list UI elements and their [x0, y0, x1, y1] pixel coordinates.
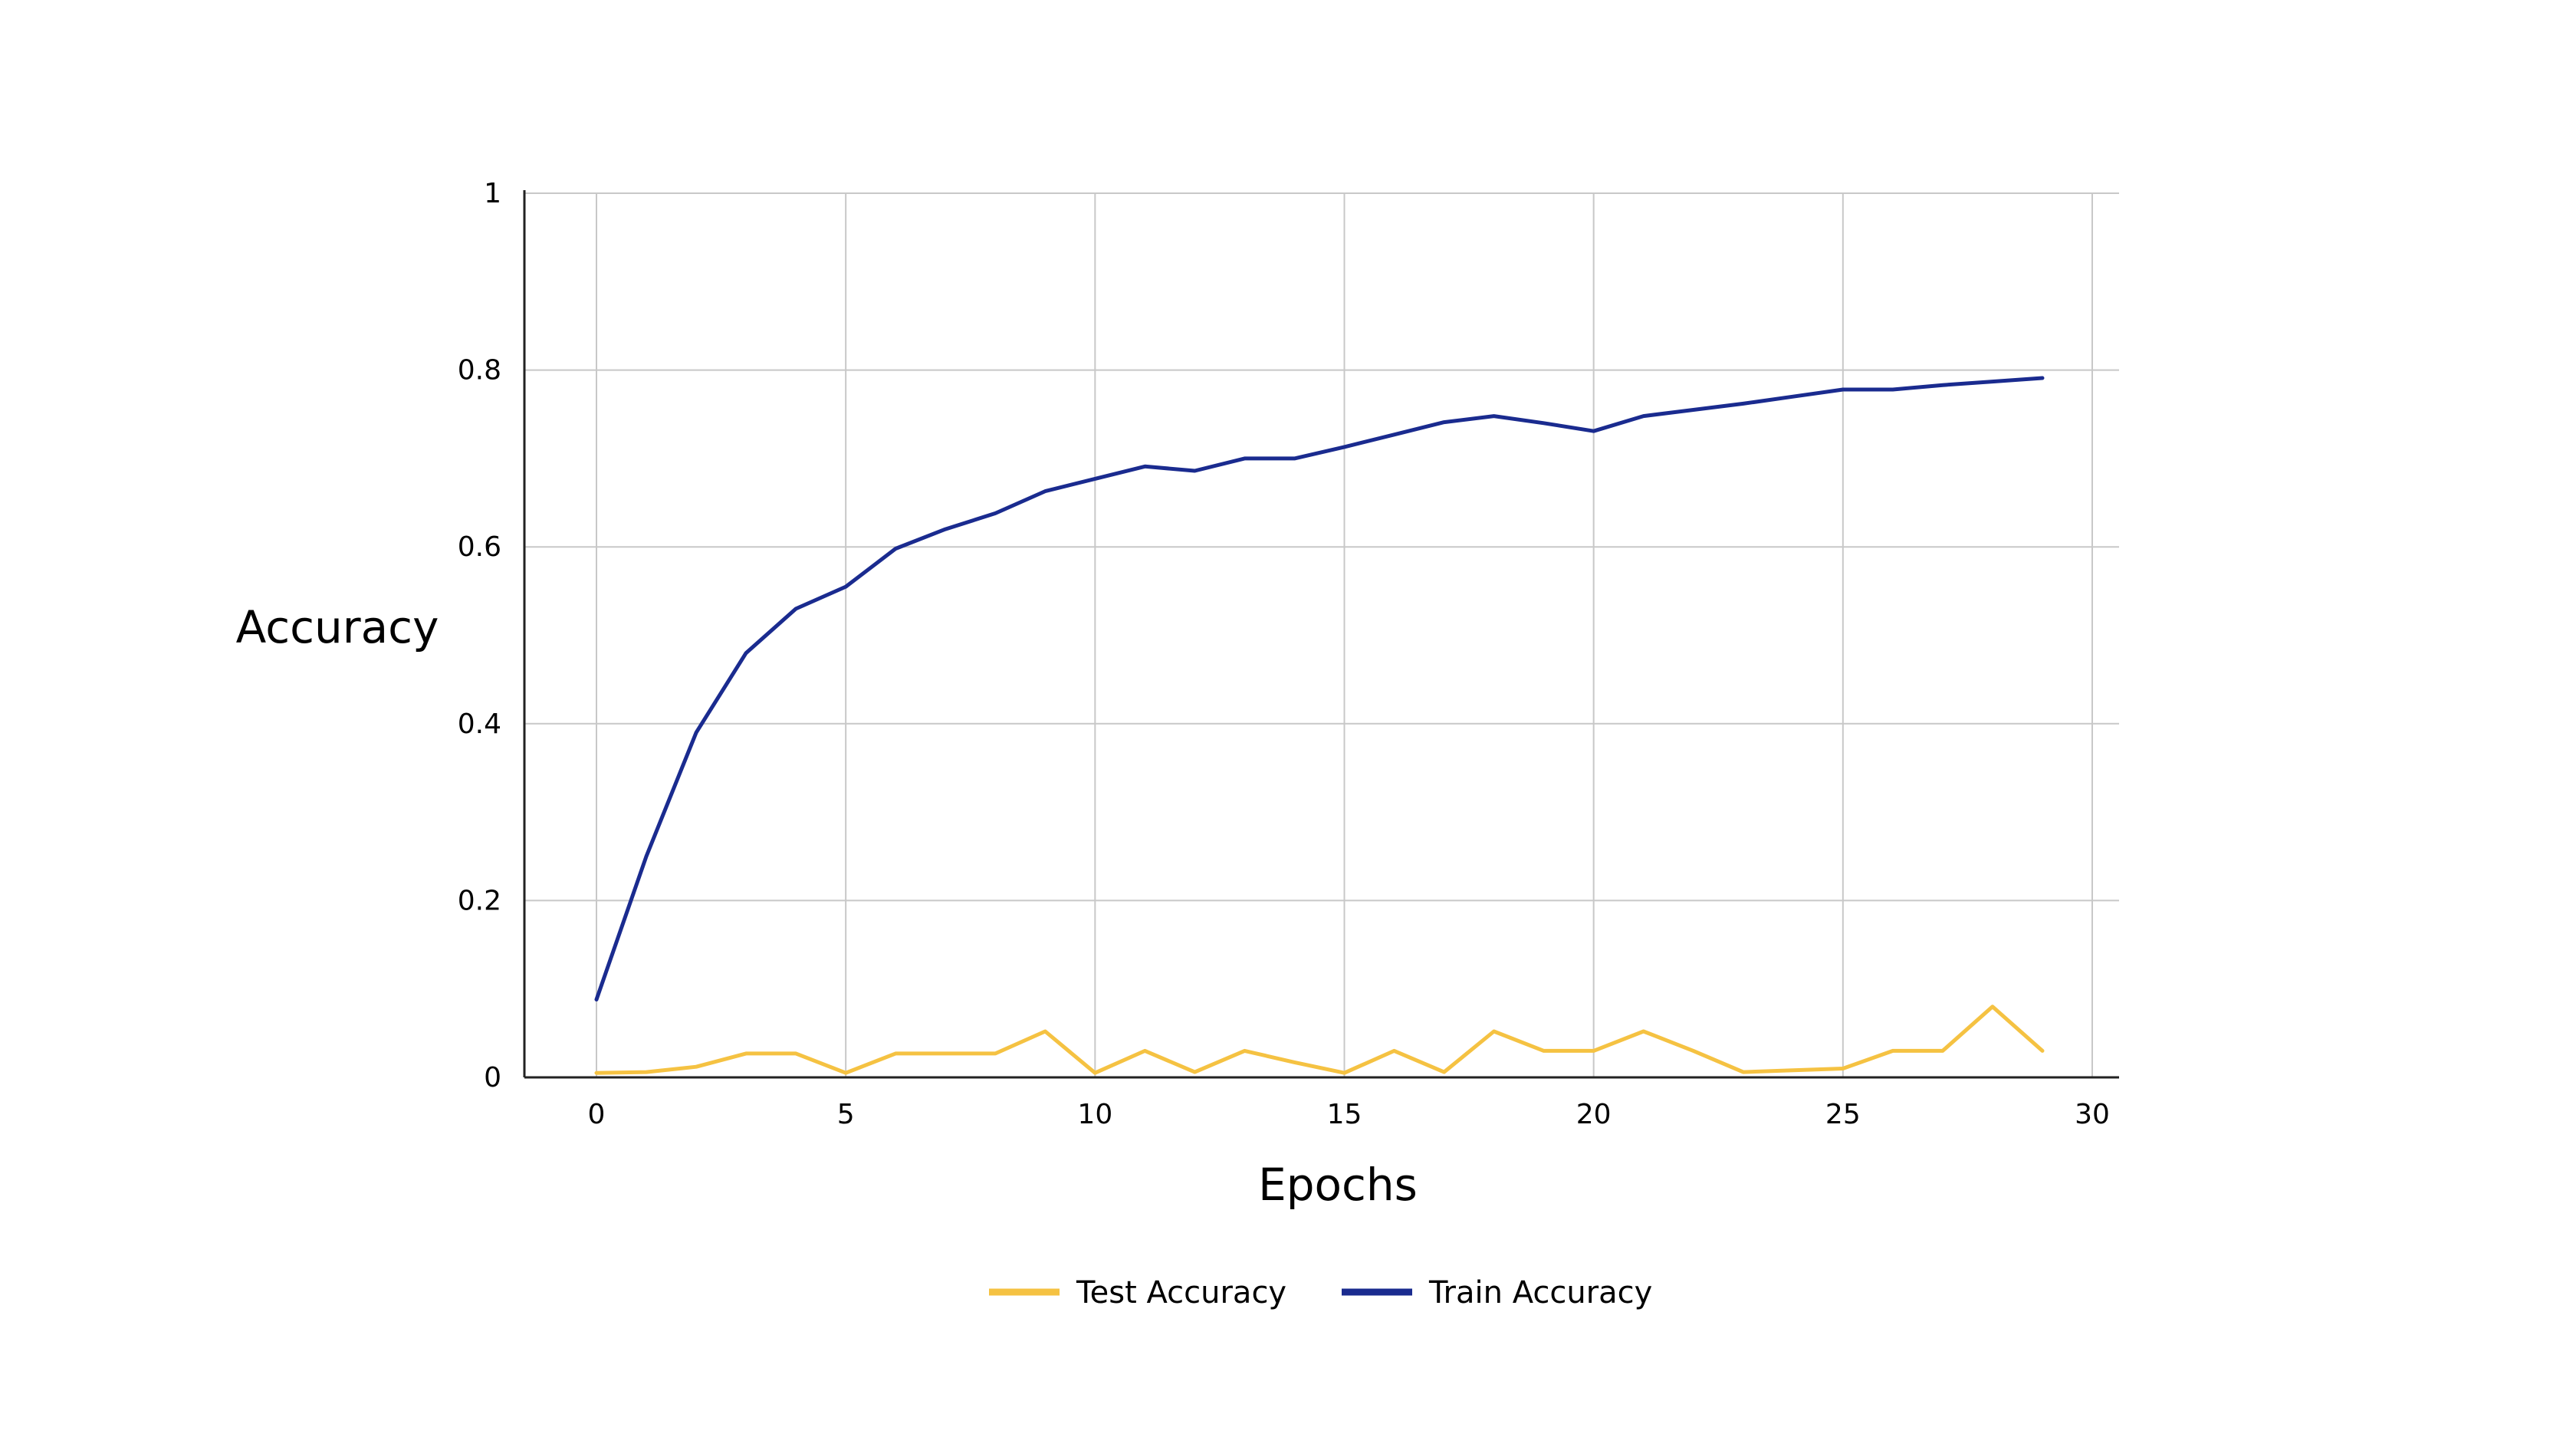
y-tick-label: 0.6 [458, 531, 501, 563]
x-tick-label: 20 [1576, 1099, 1612, 1130]
y-tick-label: 0.8 [458, 355, 501, 386]
x-tick-label: 15 [1327, 1099, 1362, 1130]
train-accuracy-line [594, 376, 2045, 1001]
test-accuracy-legend-label: Test Accuracy [1076, 1275, 1286, 1310]
y-tick-label: 0.4 [458, 709, 501, 740]
y-tick-label: 0 [484, 1062, 501, 1093]
x-tick-label: 0 [588, 1099, 606, 1130]
x-tick-label: 30 [2075, 1099, 2110, 1130]
y-tick-label: 0.2 [458, 885, 501, 916]
train-accuracy-legend-label: Train Accuracy [1428, 1275, 1652, 1310]
x-tick-label: 5 [837, 1099, 855, 1130]
x-tick-label: 25 [1825, 1099, 1861, 1130]
x-axis-label: Epochs [1258, 1159, 1418, 1211]
tick-labels: 0 5 10 15 20 25 30 0 0.2 0.4 0.6 0.8 1 [458, 178, 2110, 1130]
y-tick-label: 1 [484, 178, 501, 209]
data-series [594, 376, 2045, 1075]
test-accuracy-line [594, 1005, 2045, 1075]
x-tick-label: 10 [1077, 1099, 1112, 1130]
axes [523, 190, 2119, 1079]
grid-lines [524, 192, 2119, 1077]
legend: Test Accuracy Train Accuracy [989, 1275, 1652, 1310]
y-axis-label: Accuracy [236, 601, 439, 653]
